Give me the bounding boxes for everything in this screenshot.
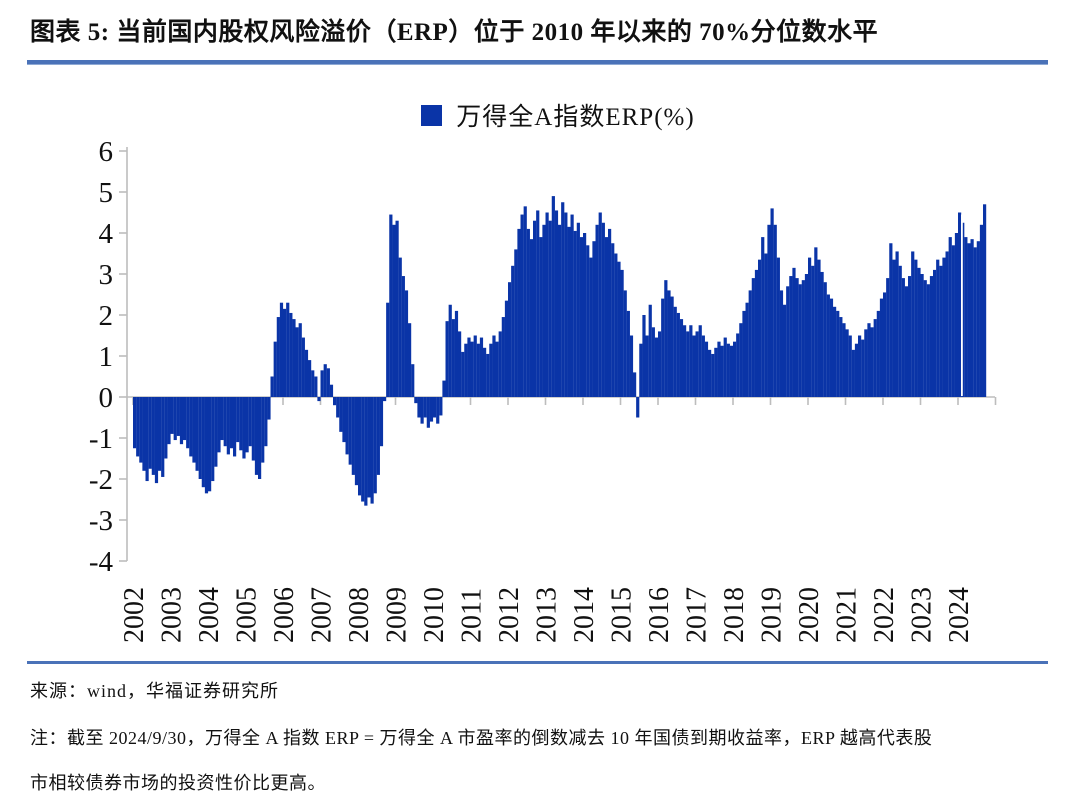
x-tick-year-label: 2013 [532,587,563,643]
x-tick-year-label: 2017 [682,587,713,643]
x-tick-year-label: 2005 [232,587,263,643]
footnote-line-2: 市相较债券市场的投资性价比更高。 [30,773,326,793]
y-tick-label: 3 [99,259,114,291]
x-tick-year-label: 2021 [832,587,863,643]
x-tick-year-label: 2007 [307,587,338,643]
legend-color-swatch-icon [421,104,443,126]
y-tick-label: 4 [99,218,114,250]
legend-series-label: 万得全A指数ERP(%) [456,104,695,131]
erp-area-chart: 6 5 4 3 2 1 0 -1 -2 -3 -4 2002 2003 2004 2005 2006 2007 2… [0,135,1080,655]
chart-legend: 万得全A指数ERP(%) [18,97,1080,133]
y-tick-label: 6 [99,136,114,168]
x-tick-year-label: 2011 [457,588,488,643]
x-tick-year-label: 2010 [419,587,450,643]
title-divider-rule [27,60,1048,64]
x-tick-year-label: 2020 [794,587,825,643]
source-text: 来源：wind，华福证券研究所 [30,681,279,701]
footer-divider-rule [27,661,1048,664]
y-tick-label: 0 [99,382,114,414]
x-tick-year-label: 2014 [569,587,600,643]
x-tick-year-label: 2012 [494,587,525,643]
x-tick-year-label: 2002 [119,587,150,643]
x-tick-year-label: 2004 [194,587,225,643]
y-tick-label: -4 [89,546,114,578]
footnote-text: 注：截至 2024/9/30，万得全 A 指数 ERP = 万得全 A 市盈率的… [30,716,1054,806]
y-tick-label: -1 [89,423,113,455]
x-tick-year-label: 2009 [382,587,413,643]
x-tick-year-label: 2019 [757,587,788,643]
y-tick-label: -2 [89,464,113,496]
figure-title: 图表 5: 当前国内股权风险溢价（ERP）位于 2010 年以来的 70%分位数… [30,19,879,46]
y-tick-label: 5 [99,177,114,209]
y-tick-label: 1 [99,341,114,373]
footnote-line-1: 注：截至 2024/9/30，万得全 A 指数 ERP = 万得全 A 市盈率的… [30,728,933,748]
erp-series-bars [133,196,987,506]
x-tick-year-label: 2016 [644,587,675,643]
x-tick-year-label: 2024 [944,587,975,643]
y-tick-label: 2 [99,300,114,332]
x-tick-year-label: 2023 [907,587,938,643]
x-tick-year-label: 2018 [719,587,750,643]
x-tick-year-label: 2003 [157,587,188,643]
y-tick-label: -3 [89,505,113,537]
series-gap-marker [961,214,963,396]
x-tick-year-label: 2008 [344,587,375,643]
x-tick-year-label: 2022 [869,587,900,643]
x-tick-year-label: 2015 [607,587,638,643]
x-tick-year-label: 2006 [269,587,300,643]
